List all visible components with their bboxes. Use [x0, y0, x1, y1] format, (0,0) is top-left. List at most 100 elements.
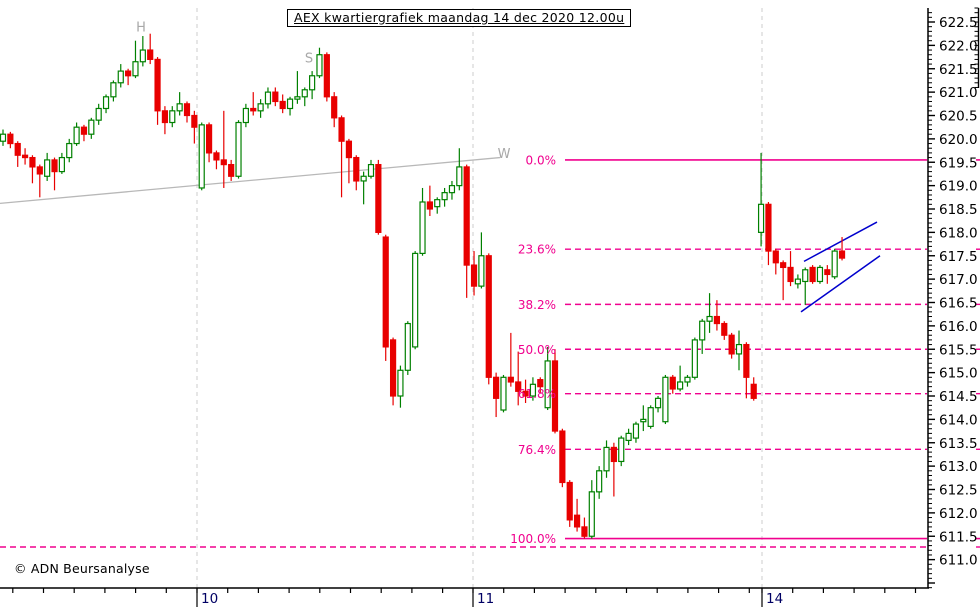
copyright-notice: © ADN Beursanalyse: [14, 561, 150, 576]
y-axis-label: 619.5: [939, 155, 978, 171]
candle: [434, 197, 441, 214]
candle: [132, 40, 139, 79]
candle: [787, 251, 794, 287]
candle: [544, 346, 551, 411]
candle: [257, 99, 264, 118]
y-axis-label: 612.0: [939, 506, 978, 522]
candle: [809, 265, 816, 284]
candle: [161, 106, 169, 135]
candle: [581, 517, 588, 539]
candle: [610, 442, 617, 497]
candle: [654, 396, 662, 413]
candle: [640, 405, 647, 432]
candle: [205, 122, 213, 163]
candle: [382, 234, 389, 361]
y-axis-label: 622.5: [939, 15, 978, 31]
candle: [515, 351, 522, 406]
candle: [456, 148, 463, 191]
candle: [169, 106, 176, 128]
candle: [551, 349, 559, 434]
candle: [677, 365, 684, 392]
candle: [95, 103, 102, 125]
y-axis-label: 615.5: [939, 342, 978, 358]
candle: [713, 300, 721, 331]
candle: [404, 321, 411, 375]
candle: [250, 92, 257, 116]
candle: [36, 164, 43, 198]
candle: [125, 68, 132, 86]
candle: [397, 365, 404, 408]
candle: [102, 94, 110, 114]
candle: [706, 293, 713, 333]
candle: [389, 337, 397, 406]
candle: [154, 57, 161, 125]
candlestick-series: [0, 33, 846, 539]
candle: [198, 122, 205, 191]
candle: [338, 115, 345, 198]
candle: [441, 187, 448, 207]
candle: [51, 157, 58, 191]
y-axis-label: 618.5: [939, 202, 978, 218]
fib-label-76.4%: 76.4%: [518, 443, 556, 457]
gray-trendline: [0, 156, 501, 205]
candle: [286, 96, 294, 116]
candle: [331, 92, 338, 128]
candle: [235, 120, 242, 179]
candle: [294, 71, 301, 104]
y-axis-label: 617.0: [939, 272, 978, 288]
candle: [58, 152, 65, 174]
candle: [816, 265, 824, 284]
candle: [647, 405, 654, 429]
candle: [213, 150, 220, 170]
candle: [360, 171, 367, 205]
candle: [242, 103, 249, 128]
y-axis-label: 611.5: [939, 529, 978, 545]
candle: [735, 330, 743, 371]
candle: [44, 152, 51, 181]
candle: [191, 110, 198, 144]
candle: [426, 185, 433, 217]
candle: [309, 71, 316, 100]
candle: [345, 138, 353, 184]
candle: [485, 253, 492, 385]
candle: [794, 274, 801, 289]
y-axis-label: 615.0: [939, 366, 978, 382]
y-axis-label: 622.0: [939, 38, 978, 54]
candle: [301, 87, 308, 107]
y-axis-label: 613.0: [939, 459, 978, 475]
candle: [573, 498, 581, 532]
candle: [493, 372, 500, 418]
y-axis-label: 617.5: [939, 249, 978, 265]
candle: [0, 129, 7, 146]
candle: [529, 377, 537, 401]
candle: [448, 180, 456, 200]
x-axis-label-14: 14: [766, 591, 783, 607]
pattern-letter-W: W: [498, 147, 511, 162]
x-axis-label-10: 10: [201, 591, 218, 607]
candle: [596, 466, 603, 499]
candle: [110, 80, 117, 102]
y-axis-label: 618.0: [939, 225, 978, 241]
candle: [603, 440, 610, 478]
candle: [478, 232, 485, 289]
fib-label-0.0%: 0.0%: [526, 153, 557, 167]
pattern-letter-H: H: [136, 21, 146, 36]
fib-label-38.2%: 38.2%: [518, 298, 556, 312]
candle: [367, 159, 375, 179]
candle: [699, 318, 706, 354]
candle: [728, 332, 735, 359]
pattern-letter-S: S: [305, 51, 313, 66]
y-axis-label: 620.0: [939, 132, 978, 148]
fib-label-50.0%: 50.0%: [518, 343, 556, 357]
candle: [662, 374, 669, 425]
chart-title: AEX kwartiergrafiek maandag 14 dec 2020 …: [287, 9, 632, 27]
candle: [21, 148, 29, 165]
candle: [780, 260, 787, 301]
candle: [500, 374, 507, 413]
candle: [470, 251, 478, 296]
candle: [73, 122, 80, 146]
y-axis-label: 614.0: [939, 412, 978, 428]
fib-label-61.8%: 61.8%: [518, 387, 556, 401]
